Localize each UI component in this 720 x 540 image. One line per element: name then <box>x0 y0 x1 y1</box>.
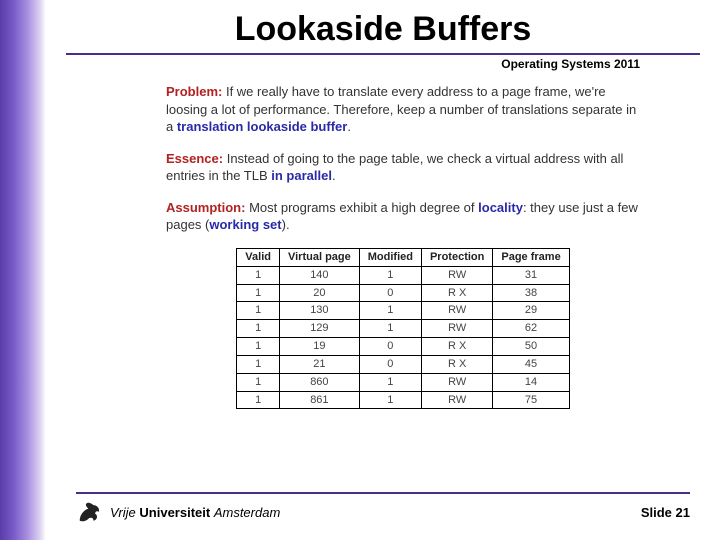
problem-highlight: translation lookaside buffer <box>177 119 347 134</box>
table-cell: 1 <box>237 266 280 284</box>
course-subtitle: Operating Systems 2011 <box>66 57 640 71</box>
table-cell: 21 <box>279 355 359 373</box>
table-cell: 1 <box>237 355 280 373</box>
slide-num: 21 <box>676 505 690 520</box>
table-row: 1190R X50 <box>237 338 569 356</box>
essence-text-after: . <box>332 168 336 183</box>
uni-univ: Universiteit <box>136 505 214 520</box>
table-cell: 1 <box>237 391 280 409</box>
table-cell: 14 <box>493 373 569 391</box>
table-cell: 1 <box>359 373 421 391</box>
table-row: 11301RW29 <box>237 302 569 320</box>
table-cell: 0 <box>359 355 421 373</box>
table-cell: 1 <box>359 320 421 338</box>
table-cell: R X <box>421 355 492 373</box>
table-cell: 1 <box>359 302 421 320</box>
footer-row: Vrije Universiteit Amsterdam Slide 21 <box>76 500 690 524</box>
table-cell: 0 <box>359 338 421 356</box>
table-header-cell: Page frame <box>493 248 569 266</box>
table-header-cell: Modified <box>359 248 421 266</box>
university-name: Vrije Universiteit Amsterdam <box>110 505 280 520</box>
table-cell: 130 <box>279 302 359 320</box>
table-cell: 38 <box>493 284 569 302</box>
table-cell: 1 <box>359 266 421 284</box>
table-cell: 62 <box>493 320 569 338</box>
table-row: 18611RW75 <box>237 391 569 409</box>
table-cell: 0 <box>359 284 421 302</box>
footer: Vrije Universiteit Amsterdam Slide 21 <box>46 492 720 524</box>
table-cell: 75 <box>493 391 569 409</box>
table-cell: R X <box>421 338 492 356</box>
assumption-label: Assumption: <box>166 200 245 215</box>
essence-label: Essence: <box>166 151 223 166</box>
table-cell: 19 <box>279 338 359 356</box>
table-cell: RW <box>421 391 492 409</box>
university-block: Vrije Universiteit Amsterdam <box>76 500 280 524</box>
table-cell: 50 <box>493 338 569 356</box>
table-cell: 20 <box>279 284 359 302</box>
essence-highlight: in parallel <box>271 168 332 183</box>
assumption-text-after: ). <box>282 217 290 232</box>
table-cell: 31 <box>493 266 569 284</box>
griffin-icon <box>76 500 104 524</box>
table-cell: 129 <box>279 320 359 338</box>
uni-vrije: Vrije <box>110 505 136 520</box>
table-cell: RW <box>421 302 492 320</box>
table-cell: 1 <box>237 320 280 338</box>
essence-text-before: Instead of going to the page table, we c… <box>166 151 623 184</box>
table-cell: 140 <box>279 266 359 284</box>
table-row: 11401RW31 <box>237 266 569 284</box>
table-row: 18601RW14 <box>237 373 569 391</box>
uni-amst: Amsterdam <box>214 505 280 520</box>
table-cell: RW <box>421 373 492 391</box>
table-row: 1210R X45 <box>237 355 569 373</box>
table-cell: 29 <box>493 302 569 320</box>
table-cell: 1 <box>237 284 280 302</box>
footer-rule <box>76 492 690 494</box>
table-row: 11291RW62 <box>237 320 569 338</box>
assumption-highlight2: working set <box>209 217 281 232</box>
slide-body: Lookaside Buffers Operating Systems 2011… <box>46 0 720 540</box>
title-rule <box>66 53 700 55</box>
problem-text-after: . <box>347 119 351 134</box>
table-cell: R X <box>421 284 492 302</box>
table-cell: 1 <box>237 302 280 320</box>
table-cell: 861 <box>279 391 359 409</box>
accent-sidebar <box>0 0 46 540</box>
table-row: 1200R X38 <box>237 284 569 302</box>
table-cell: 1 <box>237 373 280 391</box>
slide-label: Slide <box>641 505 676 520</box>
content-area: Problem: If we really have to translate … <box>166 83 640 409</box>
table-cell: RW <box>421 266 492 284</box>
table-header-cell: Virtual page <box>279 248 359 266</box>
slide-title: Lookaside Buffers <box>66 10 700 49</box>
assumption-highlight1: locality <box>478 200 523 215</box>
table-header-row: ValidVirtual pageModifiedProtectionPage … <box>237 248 569 266</box>
table-header-cell: Valid <box>237 248 280 266</box>
assumption-text-before: Most programs exhibit a high degree of <box>245 200 478 215</box>
slide-number: Slide 21 <box>641 505 690 520</box>
table-cell: 860 <box>279 373 359 391</box>
table-cell: RW <box>421 320 492 338</box>
problem-paragraph: Problem: If we really have to translate … <box>166 83 640 136</box>
tlb-table: ValidVirtual pageModifiedProtectionPage … <box>236 248 569 410</box>
table-cell: 1 <box>237 338 280 356</box>
table-cell: 45 <box>493 355 569 373</box>
assumption-paragraph: Assumption: Most programs exhibit a high… <box>166 199 640 234</box>
table-body: 11401RW311200R X3811301RW2911291RW621190… <box>237 266 569 409</box>
table-cell: 1 <box>359 391 421 409</box>
essence-paragraph: Essence: Instead of going to the page ta… <box>166 150 640 185</box>
table-header-cell: Protection <box>421 248 492 266</box>
problem-label: Problem: <box>166 84 222 99</box>
